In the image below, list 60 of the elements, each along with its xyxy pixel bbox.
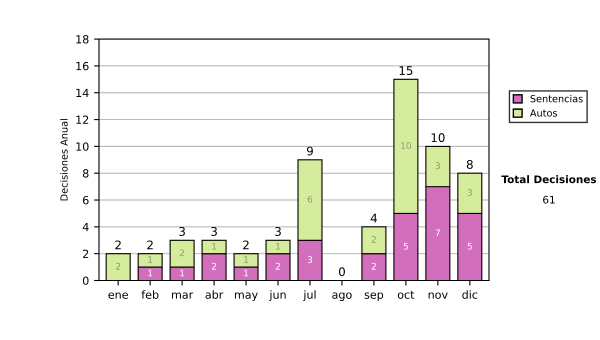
data-label: 1 [148, 256, 152, 263]
data-label: 6 [308, 196, 312, 203]
text: 61 [543, 196, 555, 204]
total-label: 9 [306, 146, 313, 156]
data-label: 5 [404, 242, 408, 250]
y-tick-label: 10 [76, 142, 89, 151]
x-tick-label: sep [364, 292, 384, 301]
total-label: 3 [275, 227, 281, 236]
total-label: 0 [338, 267, 345, 276]
x-tick-label: nov [428, 292, 448, 299]
data-label: 1 [244, 270, 248, 276]
data-label: 2 [372, 262, 376, 270]
x-tick-label: may [234, 292, 258, 301]
total-label: 4 [370, 214, 378, 222]
x-tick-label: dic [462, 290, 478, 299]
y-tick-label: 0 [82, 276, 89, 285]
data-label: 3 [308, 256, 312, 264]
y-axis-title: Decisiones Anual [60, 119, 68, 200]
x-tick-label: ago [332, 292, 352, 301]
data-label: 2 [372, 236, 376, 243]
x-tick-label: jul [303, 290, 316, 301]
total-label: 10 [432, 133, 445, 142]
y-tick-label: 8 [82, 169, 89, 178]
data-label: 3 [468, 189, 472, 196]
x-tick-label: jun [269, 290, 286, 301]
data-label: 5 [468, 242, 472, 250]
y-tick-label: 16 [76, 62, 89, 70]
total-label: 2 [243, 240, 249, 250]
total-label: 3 [211, 227, 217, 236]
x-tick-label: mar [172, 292, 194, 299]
total-label: 15 [400, 66, 412, 76]
total-label: 3 [179, 227, 185, 236]
legend-label: Sentencias [530, 94, 583, 102]
total-label: 2 [147, 240, 153, 250]
data-label: 2 [212, 262, 216, 270]
total-label: 8 [466, 160, 473, 169]
data-label: 2 [276, 262, 280, 270]
x-tick-label: oct [398, 290, 414, 299]
x-tick-label: ene [108, 292, 128, 299]
data-label: 10 [401, 142, 412, 150]
legend-label: Autos [530, 109, 558, 117]
y-tick-label: 14 [76, 88, 89, 97]
data-label: 3 [436, 162, 440, 170]
text: Total Decisiones [501, 175, 596, 184]
data-label: 2 [180, 249, 184, 256]
data-label: 2 [116, 262, 120, 270]
data-label: 1 [180, 270, 184, 276]
data-label: 1 [148, 270, 152, 276]
y-tick-label: 12 [76, 116, 88, 124]
data-label: 1 [276, 242, 280, 250]
y-tick-label: 2 [83, 250, 88, 258]
data-label: 1 [244, 256, 248, 263]
total-label: 2 [115, 240, 121, 250]
y-tick-label: 4 [82, 222, 89, 232]
y-tick-label: 18 [76, 35, 89, 44]
x-tick-label: abr [206, 290, 224, 299]
y-tick-label: 6 [82, 196, 89, 204]
x-tick-label: feb [142, 290, 158, 299]
data-label: 7 [436, 229, 440, 236]
data-label: 1 [212, 242, 216, 250]
